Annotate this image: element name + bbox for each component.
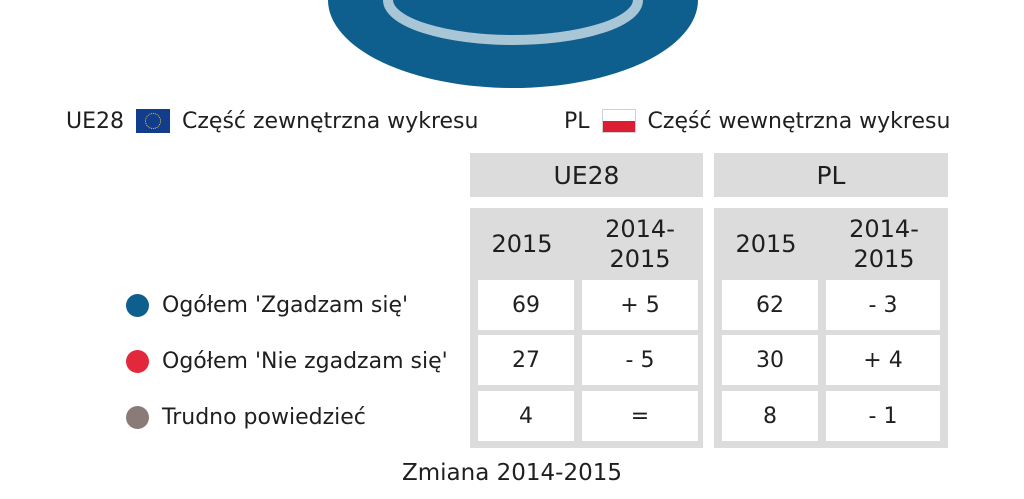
agree-dot-icon [126,293,149,317]
legend-pl: PL Część wewnętrzna wykresu [564,106,950,136]
cell-dont-know-ue28-change: = [582,391,698,441]
group-header-ue28: UE28 [470,153,703,197]
col-header-ue28-change: 2014- 2015 [605,215,675,273]
col-header-pl-2015: 2015 [735,230,797,258]
cell-dont-know-ue28-2015: 4 [478,391,574,441]
col-header-ue28-2015: 2015 [491,230,553,258]
cell-agree-ue28-2015: 69 [478,280,574,330]
row-label-text: Ogółem 'Zgadzam się' [162,292,409,318]
cell-disagree-pl-2015: 30 [722,335,818,385]
pl-flag-icon [601,109,636,133]
cell-agree-pl-2015: 62 [722,280,818,330]
donut-chart [328,0,698,88]
legend-eu-code: UE28 [66,108,124,134]
disagree-dot-icon [126,349,149,373]
legend-eu: UE28 Część zewnętrzna wykresu [66,106,478,136]
legend-eu-text: Część zewnętrzna wykresu [182,108,479,134]
legend-pl-text: Część wewnętrzna wykresu [647,108,951,134]
cell-dont-know-pl-2015: 8 [722,391,818,441]
cell-dont-know-pl-change: - 1 [826,391,940,441]
cell-disagree-pl-change: + 4 [826,335,940,385]
legend-pl-code: PL [564,108,590,134]
row-label-text: Ogółem 'Nie zgadzam się' [162,348,448,374]
donut-inner-ring [383,0,643,45]
cell-agree-pl-change: - 3 [826,280,940,330]
eu-flag-icon [136,109,170,133]
row-label-agree: Ogółem 'Zgadzam się' [126,285,408,325]
row-label-dont-know: Trudno powiedzieć [126,397,366,437]
row-label-text: Trudno powiedzieć [162,404,366,430]
col-header-pl-change: 2014- 2015 [849,215,919,273]
cell-agree-ue28-change: + 5 [582,280,698,330]
cell-disagree-ue28-2015: 27 [478,335,574,385]
dont-know-dot-icon [126,405,149,429]
cell-disagree-ue28-change: - 5 [582,335,698,385]
footer-caption: Zmiana 2014-2015 [402,460,622,486]
row-label-disagree: Ogółem 'Nie zgadzam się' [126,341,448,381]
group-header-pl: PL [714,153,948,197]
